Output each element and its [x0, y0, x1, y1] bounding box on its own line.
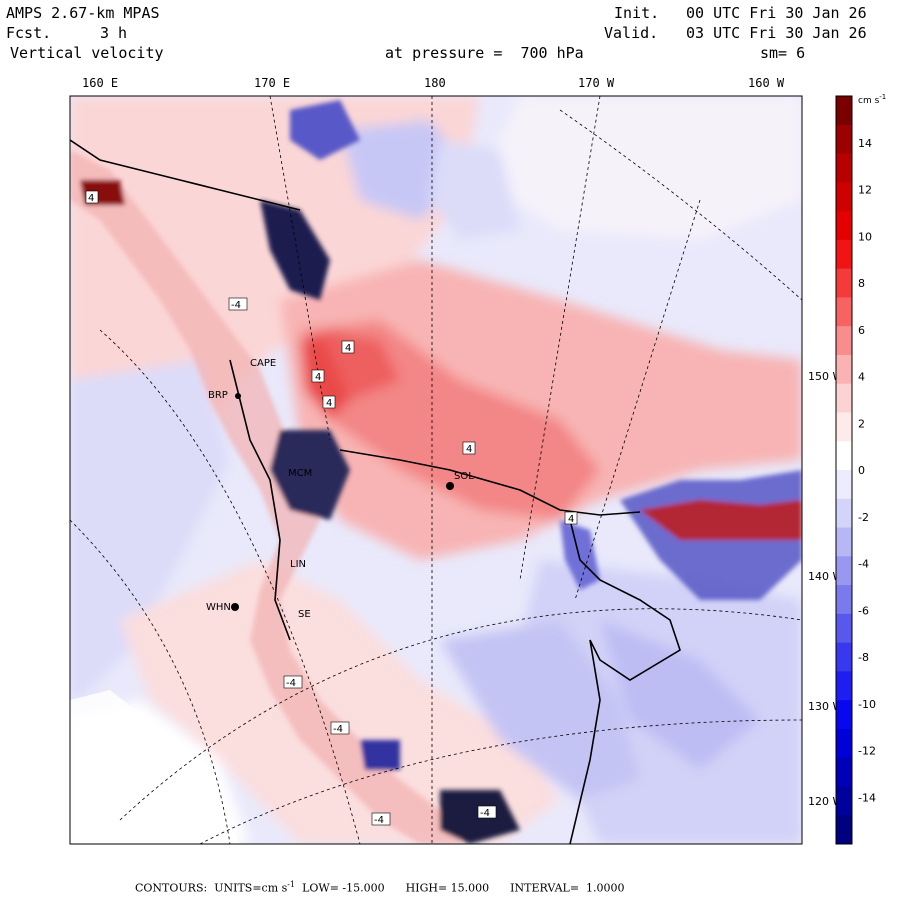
colorbar-swatch [836, 470, 852, 500]
colorbar-tick-label: 12 [858, 184, 872, 197]
colorbar-swatch [836, 182, 852, 212]
contour-labels: 4 4 4 4 4 4 -4 -4 -4 -4 -4 [85, 190, 578, 826]
svg-text:WHN: WHN [206, 602, 231, 613]
colorbar-tick-label: 2 [858, 417, 865, 430]
colorbar-swatch [836, 96, 852, 126]
svg-text:LIN: LIN [290, 559, 306, 570]
colorbar-swatch [836, 815, 852, 845]
contour-info: CONTOURS: UNITS=cm s-1 LOW= -15.000 HIGH… [135, 880, 625, 895]
svg-text:BRP: BRP [208, 390, 228, 401]
colorbar-tick-label: -8 [858, 651, 869, 664]
colorbar-swatch [836, 700, 852, 730]
svg-text:4: 4 [326, 398, 332, 409]
colorbar-tick-label: -6 [858, 604, 869, 617]
colorbar-swatch [836, 124, 852, 155]
colorbar-swatch [836, 671, 852, 701]
colorbar-tick-label: 14 [858, 137, 872, 150]
valid-time: 03 UTC Fri 30 Jan 26 [686, 24, 867, 42]
field-name: Vertical velocity [10, 44, 164, 62]
colorbar-swatch [836, 613, 852, 644]
svg-text:4: 4 [345, 343, 351, 354]
colorbar-swatch [836, 239, 852, 270]
terrain-signals [70, 100, 802, 844]
svg-text:130 W: 130 W [808, 700, 843, 713]
colorbar-swatch [836, 527, 852, 557]
svg-text:MCM: MCM [288, 468, 312, 479]
colorbar-tick-label: -14 [858, 791, 876, 804]
svg-text:150 W: 150 W [808, 370, 843, 383]
svg-text:4: 4 [466, 444, 472, 455]
colorbar-frame [835, 95, 853, 845]
lon-label-160w: 160 W [748, 76, 785, 90]
colorbar-swatch [836, 268, 852, 298]
colorbar: 14 12 10 8 6 4 2 0 -2 -4 -6 -8 -10 -12 -14 [835, 95, 876, 845]
colorbar-tick-label: -10 [858, 698, 876, 711]
colorbar-tick-label: -12 [858, 745, 876, 758]
colorbar-swatch [836, 757, 852, 787]
colorbar-tick-label: 6 [858, 324, 865, 337]
valid-label: Valid. [604, 24, 659, 42]
colorbar-tick-label: -2 [858, 511, 869, 524]
graticule [70, 96, 802, 844]
init-time: 00 UTC Fri 30 Jan 26 [686, 4, 867, 22]
colorbar-swatch [836, 585, 852, 615]
model-title: AMPS 2.67-km MPAS [6, 4, 160, 22]
smoothing: sm= 6 [760, 44, 806, 62]
lon-label-170e: 170 E [254, 76, 291, 90]
forecast-label: Fcst. [6, 24, 52, 42]
latitude-labels: 150 W 140 W 130 W 120 W [808, 370, 843, 808]
colorbar-swatch [836, 728, 852, 759]
svg-text:-4: -4 [333, 724, 343, 735]
svg-text:140 W: 140 W [808, 570, 843, 583]
station-markers [231, 393, 454, 611]
colorbar-swatch [836, 354, 852, 385]
colorbar-units: cm s-1 [858, 93, 886, 106]
svg-text:CAPE: CAPE [250, 358, 276, 369]
svg-text:120 W: 120 W [808, 795, 843, 808]
colorbar-swatch [836, 297, 852, 327]
colorbar-tick-label: 10 [858, 230, 872, 243]
colorbar-tick-label: 8 [858, 277, 865, 290]
colorbar-tick-label: 4 [858, 371, 865, 384]
colorbar-swatch [836, 441, 852, 471]
coastline [70, 139, 681, 844]
colorbar-tick-label: -4 [858, 558, 869, 571]
colorbar-swatch [836, 642, 852, 672]
pressure-level: at pressure = 700 hPa [385, 44, 584, 62]
colorbar-swatch [836, 153, 852, 183]
svg-text:4: 4 [568, 514, 574, 525]
colorbar-swatch [836, 498, 852, 529]
velocity-field [70, 96, 802, 844]
svg-text:SE: SE [298, 609, 311, 620]
lon-label-180: 180 [424, 76, 446, 90]
colorbar-tick-label: 0 [858, 464, 865, 477]
station-names: MCM WHN SE CAPE BRP LIN SOL [206, 358, 474, 620]
init-label: Init. [614, 4, 660, 22]
colorbar-swatch [836, 383, 852, 413]
colorbar-swatch [836, 786, 852, 816]
svg-text:-4: -4 [231, 300, 241, 311]
svg-text:4: 4 [315, 372, 321, 383]
svg-text:SOL: SOL [454, 471, 474, 482]
forecast-value: 3 h [100, 24, 128, 42]
lon-label-160e: 160 E [82, 76, 119, 90]
svg-text:4: 4 [88, 193, 94, 204]
colorbar-swatch [836, 556, 852, 586]
colorbar-swatch [836, 326, 852, 356]
svg-text:-4: -4 [286, 678, 296, 689]
colorbar-swatch [836, 412, 852, 442]
map-frame [69, 95, 803, 845]
lon-label-170w: 170 W [578, 76, 615, 90]
colorbar-swatch [836, 211, 852, 241]
svg-text:-4: -4 [480, 808, 490, 819]
svg-text:-4: -4 [374, 815, 384, 826]
